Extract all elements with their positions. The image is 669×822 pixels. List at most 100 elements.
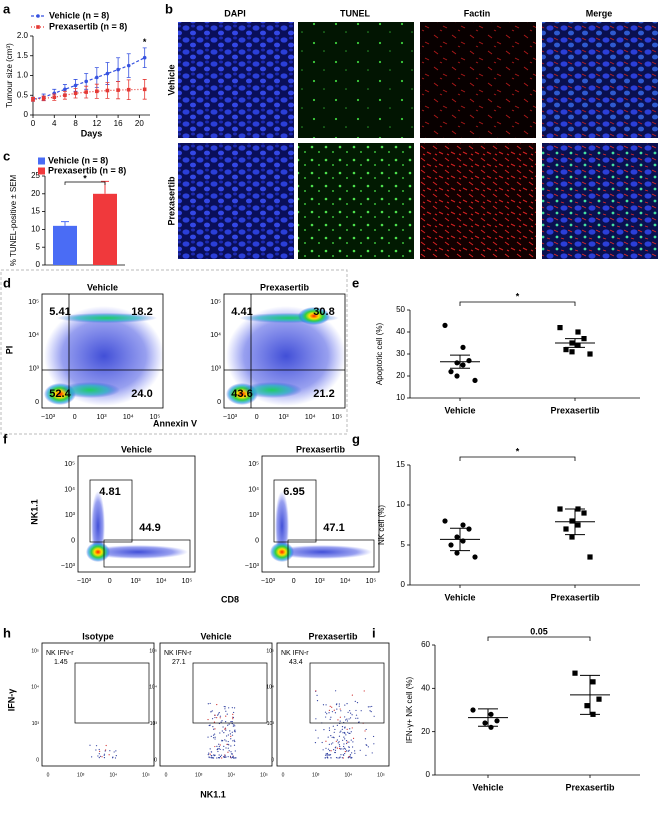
event-dot: [209, 702, 211, 705]
x-tick-label: 4: [52, 119, 57, 128]
event-dot: [339, 745, 341, 748]
event-dot: [349, 728, 351, 730]
data-point: [442, 322, 448, 328]
event-dot: [334, 712, 337, 714]
event-dot: [209, 748, 211, 750]
event-dot: [218, 712, 220, 714]
data-point: [569, 349, 575, 355]
event-dot: [231, 731, 233, 733]
event-dot: [364, 730, 366, 732]
event-dot: [338, 747, 341, 750]
y-tick-label: 10⁴: [31, 685, 39, 691]
data-point: [575, 329, 581, 335]
event-dot: [348, 732, 350, 734]
event-dot: [223, 755, 225, 758]
row-label: Prexasertib: [166, 176, 176, 226]
legend-label: Vehicle (n = 8): [49, 10, 109, 20]
event-dot: [349, 717, 352, 719]
plot-title: Vehicle: [200, 631, 231, 641]
event-dot: [210, 735, 212, 738]
event-dot: [230, 745, 232, 747]
y-axis-label: IFN-γ+ NK cell (%): [405, 676, 414, 743]
event-dot: [114, 757, 117, 759]
event-dot: [98, 753, 100, 755]
event-dot: [103, 754, 105, 756]
y-tick-label: 0: [154, 757, 157, 763]
event-dot: [214, 733, 216, 735]
data-point: [587, 351, 593, 357]
x-tick-label: 10⁴: [340, 578, 351, 585]
event-dot: [315, 690, 317, 692]
data-point: [454, 534, 460, 540]
event-dot: [228, 707, 230, 709]
x-tick-label: 0: [255, 414, 259, 421]
panel-label: d: [3, 275, 11, 290]
event-dot: [332, 725, 334, 727]
event-dot: [330, 716, 332, 718]
event-dot: [341, 728, 343, 730]
x-tick-label: 10³: [77, 772, 85, 778]
y-tick-label: 10: [31, 225, 40, 234]
event-dot: [367, 706, 369, 708]
data-point: [454, 360, 460, 366]
y-tick-label: 0: [401, 580, 406, 589]
event-dot: [316, 694, 318, 696]
y-tick-label: 10⁵: [149, 648, 157, 654]
event-dot: [221, 720, 223, 722]
event-dot: [355, 709, 357, 712]
y-tick-label: 25: [31, 171, 40, 180]
event-dot: [226, 713, 228, 715]
y-tick-label: 10: [396, 393, 405, 402]
legend-label: Prexasertib (n = 8): [49, 21, 127, 31]
event-dot: [334, 749, 337, 751]
micrograph: [420, 143, 536, 259]
y-tick-label: 10⁴: [248, 486, 259, 493]
micrograph: [542, 143, 658, 259]
plot-frame: [159, 642, 273, 767]
y-tick-label: 15: [31, 207, 40, 216]
event-dot: [348, 756, 350, 758]
gate-value: 27.1: [172, 659, 186, 666]
event-dot: [115, 750, 117, 752]
event-dot: [327, 754, 330, 756]
quadrant-value: 5.41: [49, 306, 70, 318]
data-point: [581, 510, 587, 516]
y-tick-label: 60: [421, 640, 430, 649]
event-dot: [112, 757, 114, 759]
gate: [287, 539, 375, 568]
gate-name: NK IFN-r: [164, 650, 192, 657]
event-dot: [351, 694, 353, 696]
data-point: [73, 91, 78, 96]
event-dot: [349, 755, 351, 757]
event-dot: [338, 735, 341, 737]
event-dot: [357, 717, 359, 719]
x-axis-label: CD8: [221, 594, 239, 604]
event-dot: [225, 721, 227, 723]
event-dot: [212, 734, 215, 736]
quadrant-value: 52.4: [49, 388, 71, 400]
gate: [103, 539, 191, 568]
density-cloud: [88, 545, 188, 559]
event-dot: [217, 750, 219, 753]
event-dot: [234, 757, 236, 759]
event-dot: [225, 710, 227, 712]
x-tick-label: 10⁴: [156, 578, 167, 585]
x-axis-label: Days: [81, 128, 103, 138]
x-tick-label: 0: [292, 578, 296, 585]
event-dot: [329, 705, 331, 707]
annotation: *: [83, 173, 87, 183]
event-dot: [336, 708, 338, 710]
event-dot: [218, 745, 220, 748]
event-dot: [335, 740, 337, 742]
event-dot: [342, 748, 344, 750]
data-point: [41, 96, 46, 101]
column-header: TUNEL: [340, 8, 370, 18]
event-dot: [343, 736, 345, 738]
x-tick-label: 16: [114, 119, 123, 128]
event-dot: [339, 716, 341, 718]
event-dot: [326, 713, 328, 715]
x-tick-label: 12: [92, 119, 101, 128]
event-dot: [103, 753, 106, 755]
event-dot: [335, 690, 337, 692]
